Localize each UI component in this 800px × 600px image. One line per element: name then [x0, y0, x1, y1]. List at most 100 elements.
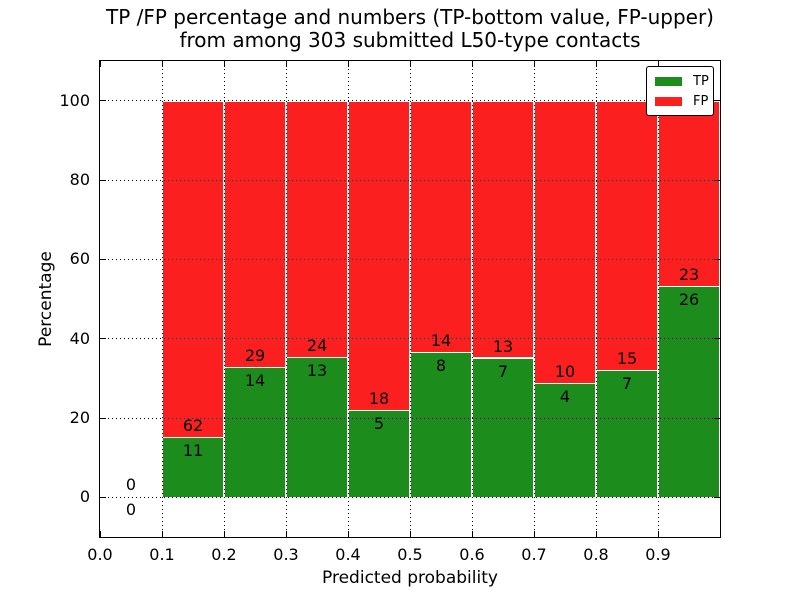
x-tick-mark-top [657, 61, 659, 67]
x-tick-mark-top [595, 61, 597, 67]
bar-segment-fp [535, 100, 595, 384]
bar-segment-fp [163, 100, 223, 438]
y-tick-label: 0 [79, 487, 90, 507]
gridline-vertical [595, 61, 597, 537]
tp-count-label: 14 [244, 371, 266, 391]
bar-segment-fp [225, 100, 285, 369]
tp-count-label: 26 [678, 289, 700, 309]
y-tick-mark [100, 179, 106, 181]
y-tick-mark-right [714, 417, 720, 419]
bar-segment-tp [287, 357, 347, 498]
fp-count-label: 23 [678, 264, 700, 284]
x-tick-mark [347, 531, 349, 537]
y-tick-label: 20 [69, 408, 90, 427]
x-tick-mark [533, 531, 535, 537]
plot-area: TP FP 0 0 62 11 29 14 24 13 18 5 14 8 13 7 10 4 15 7 23 26 0… [59, 60, 721, 564]
x-tick-mark [471, 531, 473, 537]
x-tick-mark [285, 531, 287, 537]
bar-segment-tp [473, 358, 533, 498]
x-tick-label: 0.1 [149, 545, 175, 564]
tp-count-label: 7 [621, 374, 633, 394]
x-tick-mark-top [161, 61, 163, 67]
y-tick-mark-right [714, 179, 720, 181]
y-tick-mark [100, 100, 106, 102]
bar-segment-tp [349, 411, 409, 498]
y-tick-mark-right [714, 100, 720, 102]
tp-count-label: 8 [435, 356, 447, 376]
x-tick-label: 0.7 [521, 545, 547, 564]
chart-title: TP /FP percentage and numbers (TP-bottom… [99, 6, 721, 52]
legend-swatch-fp [655, 96, 682, 106]
x-tick-label: 0.9 [645, 545, 671, 564]
fp-count-label: 15 [616, 349, 638, 369]
x-tick-mark-top [99, 61, 101, 67]
gridline-vertical [285, 61, 287, 537]
gridline-vertical [657, 61, 659, 537]
bar-segment-fp [659, 100, 719, 287]
x-tick-mark-top [223, 61, 225, 67]
bar-segment-fp [411, 100, 471, 354]
gridline-vertical [223, 61, 225, 537]
gridline-vertical [533, 61, 535, 537]
x-tick-mark [161, 531, 163, 537]
bar-segment-fp [597, 100, 657, 372]
x-tick-label: 0.2 [211, 545, 237, 564]
tp-count-label: 0 [125, 500, 137, 520]
legend-item-tp: TP [647, 71, 713, 91]
bar-segment-tp [597, 371, 657, 498]
x-tick-mark [595, 531, 597, 537]
fp-count-label: 29 [244, 346, 266, 366]
fp-count-label: 24 [306, 335, 328, 355]
gridline-vertical [471, 61, 473, 537]
x-tick-label: 0.8 [583, 545, 609, 564]
bar-segment-tp [535, 384, 595, 498]
gridline-vertical [161, 61, 163, 537]
x-tick-mark [99, 531, 101, 537]
fp-count-label: 14 [430, 331, 452, 351]
x-tick-label: 0.4 [335, 545, 361, 564]
x-tick-mark-top [471, 61, 473, 67]
fp-count-label: 0 [125, 475, 137, 495]
y-tick-mark [100, 417, 106, 419]
legend-item-fp: FP [647, 91, 713, 111]
x-tick-mark [223, 531, 225, 537]
y-tick-label: 100 [59, 90, 90, 110]
y-tick-mark [100, 496, 106, 498]
bar-segment-fp [473, 100, 533, 359]
gridline-vertical [347, 61, 349, 537]
tp-count-label: 11 [182, 440, 204, 460]
x-tick-mark-top [347, 61, 349, 67]
x-tick-label: 0.5 [397, 545, 423, 564]
tp-count-label: 5 [373, 414, 385, 434]
bar-segment-tp [225, 368, 285, 498]
fp-count-label: 62 [182, 415, 204, 435]
tp-count-label: 13 [306, 360, 328, 380]
x-tick-mark-top [533, 61, 535, 67]
legend: TP FP [646, 66, 714, 116]
fp-count-label: 10 [554, 362, 576, 381]
y-tick-mark [100, 338, 106, 340]
legend-label-tp: TP [693, 73, 709, 89]
y-tick-mark [100, 258, 106, 260]
legend-label-fp: FP [693, 93, 709, 109]
legend-swatch-tp [655, 76, 682, 86]
tp-count-label: 4 [559, 387, 571, 406]
bar-segment-tp [411, 353, 471, 498]
x-tick-mark [409, 531, 411, 537]
fp-count-label: 18 [368, 389, 390, 409]
x-axis-label: Predicted probability [322, 568, 498, 588]
chart-title-line1: TP /FP percentage and numbers (TP-bottom… [106, 5, 714, 29]
y-tick-label: 40 [69, 328, 90, 348]
gridline-vertical [409, 61, 411, 537]
chart-title-line2: from among 303 submitted L50-type contac… [179, 28, 641, 52]
bar-segment-tp [659, 286, 719, 498]
tp-count-label: 7 [497, 361, 509, 381]
bar-segment-fp [349, 100, 409, 412]
y-tick-label: 80 [69, 170, 90, 189]
x-tick-mark [657, 531, 659, 537]
y-tick-mark-right [714, 258, 720, 260]
x-tick-mark-top [409, 61, 411, 67]
fp-count-label: 13 [492, 336, 514, 356]
x-tick-label: 0.3 [273, 545, 299, 564]
bar-segment-tp [163, 437, 223, 498]
